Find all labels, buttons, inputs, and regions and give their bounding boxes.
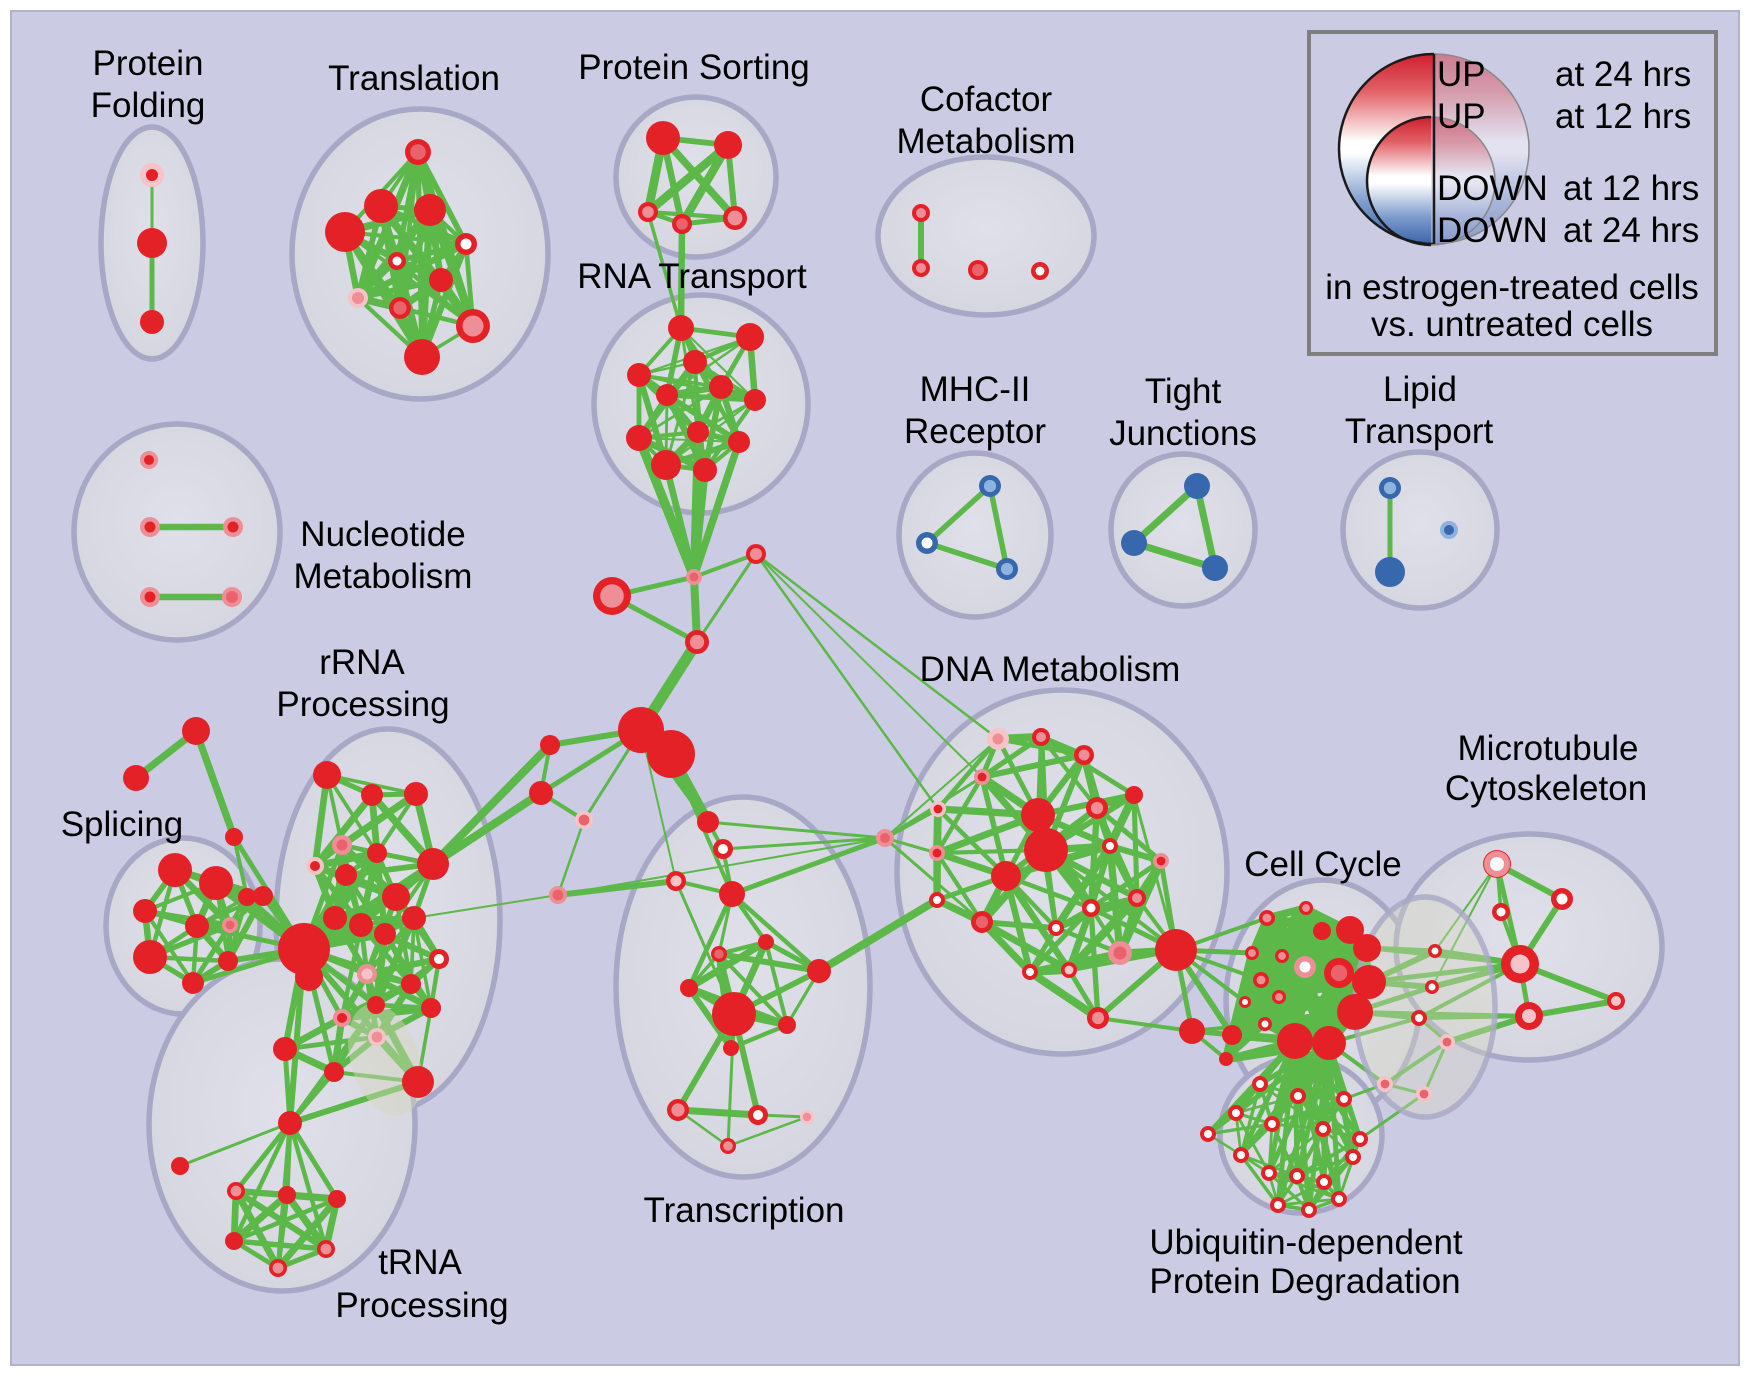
svg-text:Folding: Folding (91, 86, 206, 125)
svg-text:DOWN: DOWN (1437, 211, 1548, 250)
svg-text:Metabolism: Metabolism (897, 122, 1076, 161)
svg-text:Protein: Protein (93, 44, 204, 83)
svg-text:Tight: Tight (1145, 372, 1222, 411)
svg-text:Nucleotide: Nucleotide (300, 515, 465, 554)
svg-text:Splicing: Splicing (61, 805, 184, 844)
svg-text:Transport: Transport (1345, 412, 1494, 451)
svg-text:Cytoskeleton: Cytoskeleton (1445, 769, 1647, 808)
svg-text:vs. untreated cells: vs. untreated cells (1371, 305, 1653, 344)
svg-text:at 24 hrs: at 24 hrs (1563, 211, 1699, 250)
svg-text:Processing: Processing (276, 685, 449, 724)
svg-text:Cell Cycle: Cell Cycle (1244, 845, 1402, 884)
svg-text:Receptor: Receptor (904, 412, 1046, 451)
svg-text:at 12 hrs: at 12 hrs (1555, 97, 1691, 136)
svg-text:at 12 hrs: at 12 hrs (1563, 169, 1699, 208)
svg-text:Microtubule: Microtubule (1458, 729, 1639, 768)
svg-text:Transcription: Transcription (644, 1191, 845, 1230)
svg-text:Lipid: Lipid (1383, 370, 1457, 409)
svg-text:Cofactor: Cofactor (920, 80, 1053, 119)
svg-text:RNA Transport: RNA Transport (577, 257, 807, 296)
svg-text:tRNA: tRNA (378, 1243, 462, 1282)
svg-text:Junctions: Junctions (1109, 414, 1257, 453)
svg-text:Protein Sorting: Protein Sorting (578, 48, 810, 87)
svg-text:DOWN: DOWN (1437, 169, 1548, 208)
svg-text:Protein Degradation: Protein Degradation (1149, 1262, 1460, 1301)
svg-text:DNA Metabolism: DNA Metabolism (920, 650, 1181, 689)
svg-text:UP: UP (1437, 97, 1486, 136)
svg-text:in estrogen-treated cells: in estrogen-treated cells (1325, 268, 1699, 307)
svg-text:Metabolism: Metabolism (294, 557, 473, 596)
svg-text:Ubiquitin-dependent: Ubiquitin-dependent (1149, 1223, 1463, 1262)
svg-text:rRNA: rRNA (319, 643, 405, 682)
svg-text:Translation: Translation (328, 59, 500, 98)
svg-text:UP: UP (1437, 55, 1486, 94)
svg-text:at 24 hrs: at 24 hrs (1555, 55, 1691, 94)
svg-text:Processing: Processing (335, 1286, 508, 1325)
svg-text:MHC-II: MHC-II (920, 370, 1031, 409)
